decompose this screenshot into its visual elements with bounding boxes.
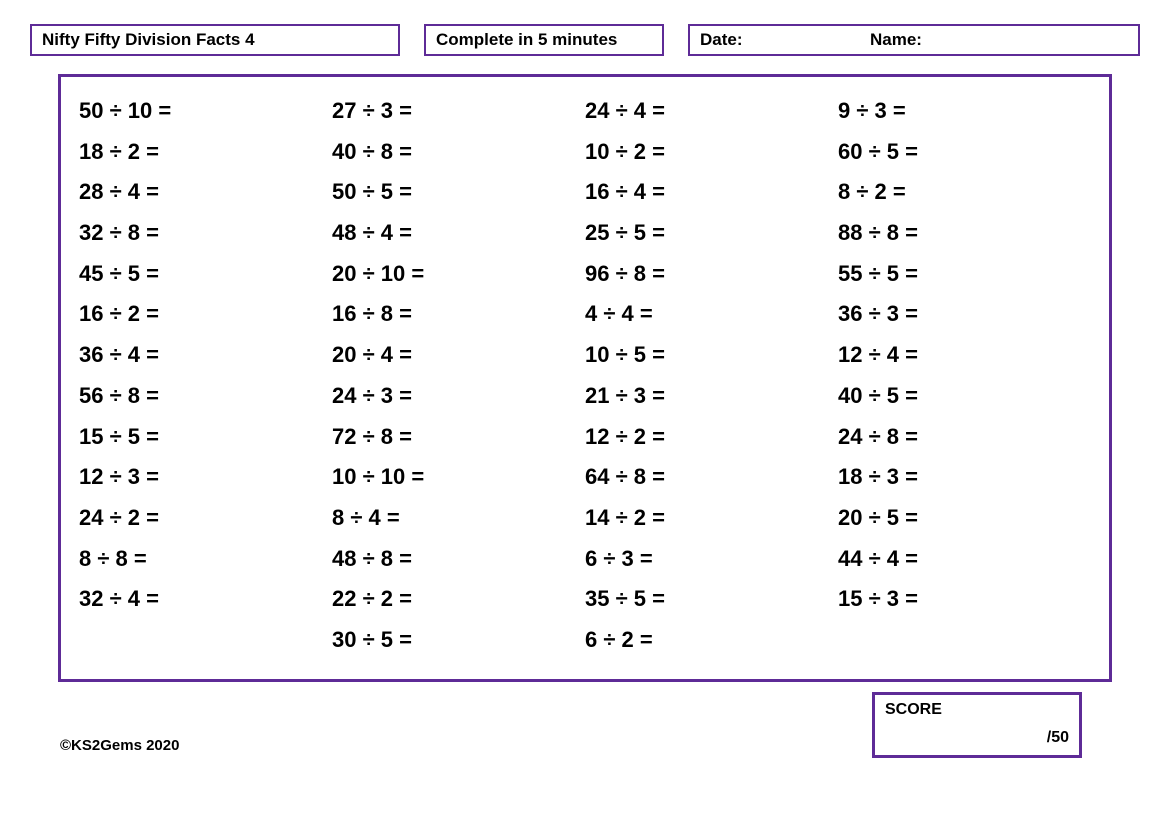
- division-problem: 27 ÷ 3 =: [332, 91, 585, 132]
- division-problem: 8 ÷ 8 =: [79, 539, 332, 580]
- division-problem: 15 ÷ 3 =: [838, 579, 1091, 620]
- division-problem: 60 ÷ 5 =: [838, 132, 1091, 173]
- division-problem: 8 ÷ 2 =: [838, 172, 1091, 213]
- division-problem: 12 ÷ 4 =: [838, 335, 1091, 376]
- problem-column: 50 ÷ 10 =18 ÷ 2 =28 ÷ 4 =32 ÷ 8 =45 ÷ 5 …: [79, 91, 332, 661]
- division-problem: 44 ÷ 4 =: [838, 539, 1091, 580]
- division-problem: 36 ÷ 3 =: [838, 294, 1091, 335]
- score-box: SCORE /50: [872, 692, 1082, 758]
- division-problem: 4 ÷ 4 =: [585, 294, 838, 335]
- division-problem: 18 ÷ 3 =: [838, 457, 1091, 498]
- division-problem: 16 ÷ 2 =: [79, 294, 332, 335]
- problem-column: 24 ÷ 4 =10 ÷ 2 =16 ÷ 4 =25 ÷ 5 =96 ÷ 8 =…: [585, 91, 838, 661]
- division-problem: 64 ÷ 8 =: [585, 457, 838, 498]
- division-problem: 45 ÷ 5 =: [79, 254, 332, 295]
- copyright-text: ©KS2Gems 2020: [58, 737, 179, 758]
- division-problem: 15 ÷ 5 =: [79, 417, 332, 458]
- division-problem: 14 ÷ 2 =: [585, 498, 838, 539]
- name-label: Name:: [870, 30, 922, 50]
- division-problem: 35 ÷ 5 =: [585, 579, 838, 620]
- division-problem: 50 ÷ 10 =: [79, 91, 332, 132]
- score-total: /50: [885, 729, 1069, 747]
- division-problem: 16 ÷ 4 =: [585, 172, 838, 213]
- division-problem: 25 ÷ 5 =: [585, 213, 838, 254]
- worksheet-title: Nifty Fifty Division Facts 4: [42, 30, 255, 49]
- score-label: SCORE: [885, 701, 1069, 719]
- problem-column: 9 ÷ 3 =60 ÷ 5 =8 ÷ 2 =88 ÷ 8 =55 ÷ 5 =36…: [838, 91, 1091, 661]
- division-problem: 16 ÷ 8 =: [332, 294, 585, 335]
- division-problem: 40 ÷ 5 =: [838, 376, 1091, 417]
- division-problem: 55 ÷ 5 =: [838, 254, 1091, 295]
- division-problem: 32 ÷ 4 =: [79, 579, 332, 620]
- division-problem: 24 ÷ 3 =: [332, 376, 585, 417]
- division-problem: 88 ÷ 8 =: [838, 213, 1091, 254]
- timer-box: Complete in 5 minutes: [424, 24, 664, 56]
- division-problem: 50 ÷ 5 =: [332, 172, 585, 213]
- division-problem: 56 ÷ 8 =: [79, 376, 332, 417]
- division-problem: 10 ÷ 5 =: [585, 335, 838, 376]
- division-problem: 32 ÷ 8 =: [79, 213, 332, 254]
- division-problem: 72 ÷ 8 =: [332, 417, 585, 458]
- division-problem: 20 ÷ 5 =: [838, 498, 1091, 539]
- worksheet-title-box: Nifty Fifty Division Facts 4: [30, 24, 400, 56]
- division-problem: 9 ÷ 3 =: [838, 91, 1091, 132]
- division-problem: 40 ÷ 8 =: [332, 132, 585, 173]
- division-problem: 18 ÷ 2 =: [79, 132, 332, 173]
- division-problem: 96 ÷ 8 =: [585, 254, 838, 295]
- problem-column: 27 ÷ 3 =40 ÷ 8 =50 ÷ 5 =48 ÷ 4 =20 ÷ 10 …: [332, 91, 585, 661]
- timer-text: Complete in 5 minutes: [436, 30, 617, 49]
- division-problem: 48 ÷ 4 =: [332, 213, 585, 254]
- division-problem: 22 ÷ 2 =: [332, 579, 585, 620]
- division-problem: 8 ÷ 4 =: [332, 498, 585, 539]
- division-problem: 48 ÷ 8 =: [332, 539, 585, 580]
- division-problem: 6 ÷ 3 =: [585, 539, 838, 580]
- problems-box: 50 ÷ 10 =18 ÷ 2 =28 ÷ 4 =32 ÷ 8 =45 ÷ 5 …: [58, 74, 1112, 682]
- footer-row: ©KS2Gems 2020 SCORE /50: [58, 692, 1112, 758]
- division-problem: 12 ÷ 2 =: [585, 417, 838, 458]
- division-problem: 20 ÷ 4 =: [332, 335, 585, 376]
- division-problem: 20 ÷ 10 =: [332, 254, 585, 295]
- division-problem: 28 ÷ 4 =: [79, 172, 332, 213]
- division-problem: 12 ÷ 3 =: [79, 457, 332, 498]
- date-label: Date:: [700, 30, 870, 50]
- division-problem: 6 ÷ 2 =: [585, 620, 838, 661]
- division-problem: 10 ÷ 2 =: [585, 132, 838, 173]
- division-problem: 24 ÷ 4 =: [585, 91, 838, 132]
- division-problem: 21 ÷ 3 =: [585, 376, 838, 417]
- division-problem: 24 ÷ 2 =: [79, 498, 332, 539]
- header-row: Nifty Fifty Division Facts 4 Complete in…: [30, 24, 1140, 56]
- division-problem: 24 ÷ 8 =: [838, 417, 1091, 458]
- division-problem: 30 ÷ 5 =: [332, 620, 585, 661]
- division-problem: 10 ÷ 10 =: [332, 457, 585, 498]
- meta-box: Date: Name:: [688, 24, 1140, 56]
- division-problem: 36 ÷ 4 =: [79, 335, 332, 376]
